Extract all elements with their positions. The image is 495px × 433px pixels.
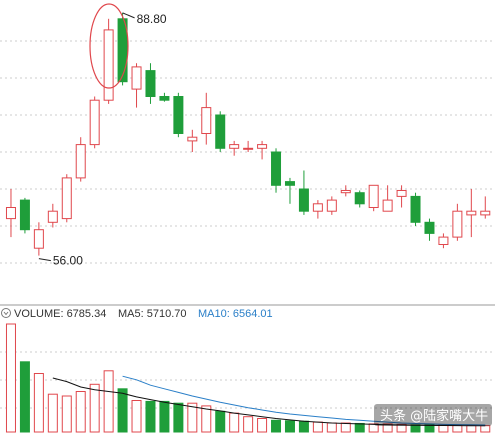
candle-body-up bbox=[103, 29, 114, 101]
volume-grid bbox=[0, 351, 495, 409]
candle-body-up bbox=[312, 203, 323, 212]
volume-bar-down bbox=[215, 410, 226, 433]
volume-bar-up bbox=[382, 423, 393, 433]
volume-legend-value: VOLUME: 6785.34 bbox=[14, 308, 106, 320]
candle-body-down bbox=[173, 96, 184, 134]
low-price-label: 56.00 bbox=[53, 254, 83, 268]
volume-bar-up bbox=[187, 402, 198, 433]
volume-bar-down bbox=[145, 400, 156, 433]
volume-bar-up bbox=[75, 391, 86, 433]
candle-body-down bbox=[159, 96, 170, 101]
volume-bar-up bbox=[326, 422, 337, 433]
candle-body-up bbox=[47, 210, 58, 223]
volume-bar-up bbox=[131, 400, 142, 433]
volume-bar-down bbox=[19, 361, 30, 433]
volume-bar-up bbox=[33, 373, 44, 433]
candle-body-up bbox=[452, 210, 463, 238]
candle-body-up bbox=[368, 184, 379, 209]
volume-bar-up bbox=[312, 421, 323, 433]
candle-body-up bbox=[326, 199, 337, 212]
volume-bar-up bbox=[452, 424, 463, 433]
volume-bar-down bbox=[117, 388, 128, 433]
volume-bar-down bbox=[354, 422, 365, 433]
candle-body-up bbox=[438, 236, 449, 246]
candle-body-up bbox=[201, 107, 212, 134]
volume-bar-down bbox=[271, 419, 282, 433]
volume-bars-layer bbox=[5, 323, 491, 433]
volume-bar-up bbox=[61, 395, 72, 433]
volume-bar-up bbox=[103, 370, 114, 433]
volume-ma10-line bbox=[122, 375, 486, 426]
candle-body-down bbox=[284, 181, 295, 186]
candle-body-down bbox=[145, 70, 156, 97]
highlight-ellipse bbox=[89, 3, 129, 89]
candle-body-up bbox=[89, 99, 100, 146]
volume-bar-up bbox=[340, 422, 351, 433]
candle-body-up bbox=[382, 199, 393, 212]
volume-bar-down bbox=[298, 420, 309, 433]
price-grid bbox=[0, 40, 495, 264]
watermark: 头条 @陆家嘴大牛 bbox=[374, 404, 492, 426]
volume-bar-up bbox=[257, 418, 268, 433]
candle-body-up bbox=[257, 144, 268, 149]
candle-body-up bbox=[5, 207, 16, 220]
candle-body-up bbox=[466, 210, 477, 216]
candle-body-down bbox=[117, 18, 128, 83]
volume-bar-down bbox=[424, 424, 435, 433]
high-leader-line bbox=[122, 12, 135, 19]
volume-bar-up bbox=[396, 423, 407, 433]
volume-ma5-line bbox=[52, 377, 486, 427]
candle-body-up bbox=[229, 144, 240, 149]
candle-body-up bbox=[131, 66, 142, 90]
volume-bar-down bbox=[284, 420, 295, 433]
volume-bar-up bbox=[201, 405, 212, 433]
candle-body-down bbox=[19, 199, 30, 231]
candle-body-up bbox=[480, 210, 491, 216]
candle-body-up bbox=[33, 229, 44, 249]
candle-body-down bbox=[424, 221, 435, 234]
candle-body-down bbox=[298, 188, 309, 212]
candles-layer bbox=[5, 12, 491, 256]
ma10-legend-value: MA10: 6564.01 bbox=[198, 308, 273, 320]
volume-bar-down bbox=[159, 400, 170, 433]
annotations-layer: 88.80 56.00 bbox=[38, 3, 167, 268]
volume-bar-up bbox=[466, 425, 477, 433]
candle-body-up bbox=[396, 189, 407, 197]
volume-bar-up bbox=[480, 425, 491, 433]
volume-bar-down bbox=[173, 402, 184, 433]
candle-body-up bbox=[243, 147, 254, 150]
candle-body-down bbox=[215, 114, 226, 149]
watermark-text: 头条 @陆家嘴大牛 bbox=[380, 408, 488, 424]
candle-body-up bbox=[187, 136, 198, 142]
volume-bar-up bbox=[47, 393, 58, 433]
settings-icon[interactable] bbox=[1, 308, 11, 318]
volume-bar-up bbox=[5, 323, 16, 433]
volume-bar-up bbox=[438, 424, 449, 433]
chevron-down-icon bbox=[3, 311, 9, 316]
candle-body-down bbox=[410, 195, 421, 223]
volume-legend: VOLUME: 6785.34 MA5: 5710.70 MA10: 6564.… bbox=[1, 308, 273, 320]
candle-body-down bbox=[271, 151, 282, 186]
candle-body-down bbox=[354, 192, 365, 205]
high-price-label: 88.80 bbox=[137, 12, 167, 26]
candle-body-up bbox=[75, 144, 86, 179]
volume-bar-up bbox=[243, 416, 254, 433]
volume-bar-up bbox=[89, 383, 100, 433]
ma5-legend-value: MA5: 5710.70 bbox=[118, 308, 187, 320]
candle-body-up bbox=[340, 189, 351, 194]
volume-bar-up bbox=[229, 412, 240, 433]
candle-body-up bbox=[61, 177, 72, 220]
low-leader-line bbox=[38, 258, 51, 262]
